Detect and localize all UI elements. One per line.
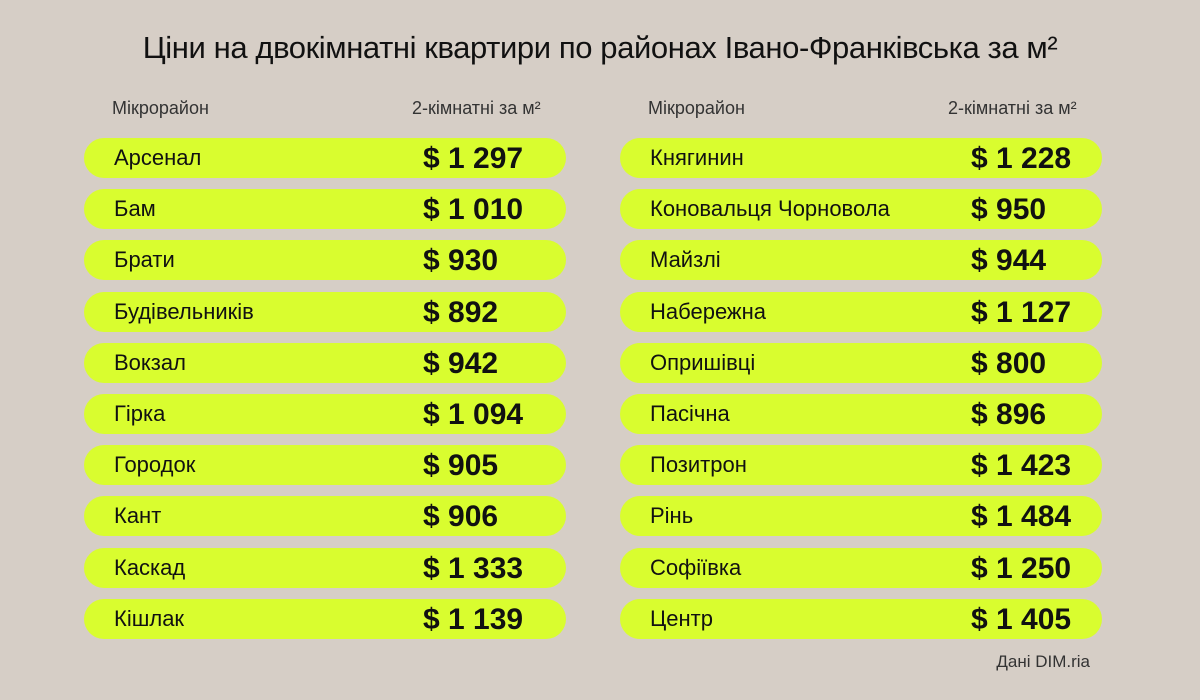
price-value: $ 1 484 <box>971 500 1072 533</box>
district-name: Коновальця Чорновола <box>650 196 890 221</box>
column-header-price: 2-кімнатні за м² <box>948 98 1077 118</box>
table-row: Майзлі $ 944 <box>620 240 1102 280</box>
price-value: $ 905 <box>423 449 499 482</box>
table-row: Княгинин $ 1 228 <box>620 138 1102 178</box>
district-name: Центр <box>650 606 713 631</box>
table-row: Кант $ 906 <box>84 496 566 536</box>
price-value: $ 942 <box>423 347 499 380</box>
table-row: Будівельників $ 892 <box>84 292 566 332</box>
price-value: $ 892 <box>423 296 499 329</box>
column-header-price: 2-кімнатні за м² <box>412 98 541 118</box>
table-row: Брати $ 930 <box>84 240 566 280</box>
price-value: $ 1 333 <box>423 552 524 585</box>
table-row: Пасічна $ 896 <box>620 394 1102 434</box>
table-row: Городок $ 905 <box>84 445 566 485</box>
price-value: $ 1 228 <box>971 142 1072 175</box>
district-name: Вокзал <box>114 350 186 375</box>
district-name: Софіївка <box>650 555 742 580</box>
district-name: Пасічна <box>650 401 730 426</box>
table-row: Софіївка $ 1 250 <box>620 548 1102 588</box>
district-name: Майзлі <box>650 247 721 272</box>
district-name: Брати <box>114 247 175 272</box>
price-value: $ 944 <box>971 244 1047 277</box>
table-row: Опришівці $ 800 <box>620 343 1102 383</box>
table-row: Рінь $ 1 484 <box>620 496 1102 536</box>
district-name: Набережна <box>650 299 767 324</box>
table-row: Вокзал $ 942 <box>84 343 566 383</box>
table-row: Центр $ 1 405 <box>620 599 1102 639</box>
column-header-district: Мікрорайон <box>648 98 745 118</box>
price-value: $ 1 297 <box>423 142 524 175</box>
table-header: Мікрорайон 2-кімнатні за м² <box>84 96 566 124</box>
column-header-district: Мікрорайон <box>112 98 209 118</box>
table-row: Арсенал $ 1 297 <box>84 138 566 178</box>
district-name: Каскад <box>114 555 186 580</box>
table-row: Каскад $ 1 333 <box>84 548 566 588</box>
price-value: $ 950 <box>971 193 1047 226</box>
table-row: Набережна $ 1 127 <box>620 292 1102 332</box>
district-name: Княгинин <box>650 145 744 170</box>
price-value: $ 1 405 <box>971 603 1072 636</box>
district-name: Кант <box>114 503 162 528</box>
price-value: $ 800 <box>971 347 1047 380</box>
district-name: Позитрон <box>650 452 747 477</box>
price-table-left: Мікрорайон 2-кімнатні за м² Арсенал $ 1 2… <box>84 96 566 639</box>
price-value: $ 1 423 <box>971 449 1072 482</box>
district-name: Бам <box>114 196 156 221</box>
district-name: Будівельників <box>114 299 254 324</box>
price-value: $ 896 <box>971 398 1047 431</box>
district-name: Арсенал <box>114 145 202 170</box>
page-title: Ціни на двокімнатні квартири по районах … <box>142 30 1058 65</box>
district-name: Городок <box>114 452 196 477</box>
district-name: Опришівці <box>650 350 756 375</box>
district-name: Кішлак <box>114 606 185 631</box>
price-value: $ 1 250 <box>971 552 1072 585</box>
table-row: Бам $ 1 010 <box>84 189 566 229</box>
price-value: $ 1 010 <box>423 193 524 226</box>
price-value: $ 930 <box>423 244 499 277</box>
table-row: Кішлак $ 1 139 <box>84 599 566 639</box>
data-source-note: Дані DIM.ria <box>996 652 1090 671</box>
price-value: $ 1 094 <box>423 398 524 431</box>
table-row: Гірка $ 1 094 <box>84 394 566 434</box>
district-name: Гірка <box>114 401 166 426</box>
price-table-right: Мікрорайон 2-кімнатні за м² Княгинин $ 1 … <box>620 96 1102 639</box>
table-row: Коновальця Чорновола $ 950 <box>620 189 1102 229</box>
table-row: Позитрон $ 1 423 <box>620 445 1102 485</box>
district-name: Рінь <box>650 503 694 528</box>
price-value: $ 906 <box>423 500 499 533</box>
table-header: Мікрорайон 2-кімнатні за м² <box>620 96 1102 124</box>
price-value: $ 1 127 <box>971 296 1072 329</box>
price-value: $ 1 139 <box>423 603 524 636</box>
